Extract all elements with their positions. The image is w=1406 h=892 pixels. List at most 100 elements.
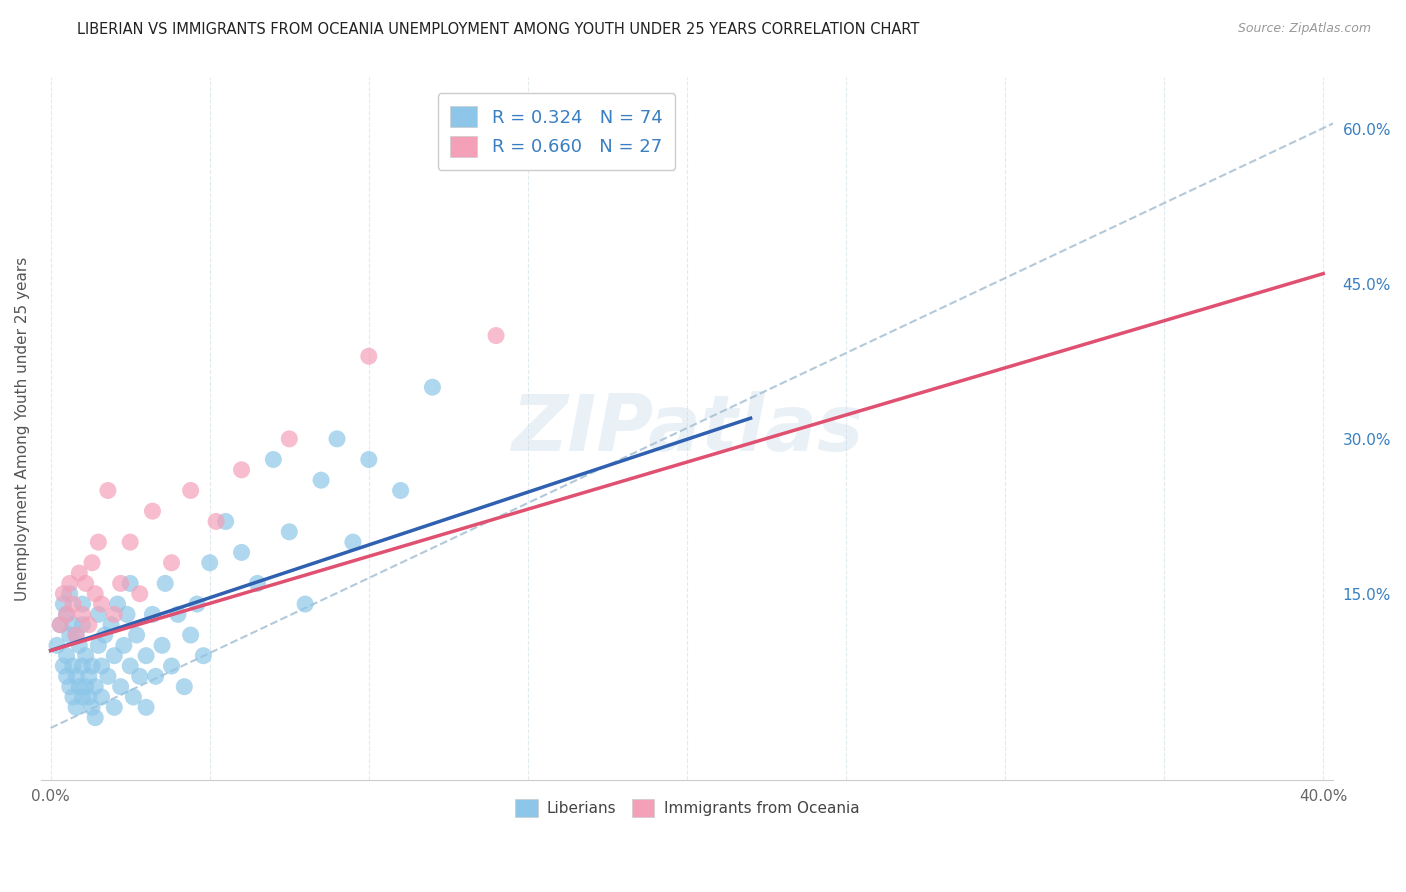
Point — [122, 690, 145, 704]
Point — [103, 607, 125, 622]
Point — [84, 680, 107, 694]
Point — [115, 607, 138, 622]
Point — [246, 576, 269, 591]
Point — [145, 669, 167, 683]
Point — [103, 648, 125, 663]
Point — [65, 669, 87, 683]
Point — [80, 556, 103, 570]
Point — [128, 669, 150, 683]
Point — [87, 639, 110, 653]
Point — [75, 680, 97, 694]
Point — [62, 617, 84, 632]
Point — [90, 597, 112, 611]
Y-axis label: Unemployment Among Youth under 25 years: Unemployment Among Youth under 25 years — [15, 256, 30, 600]
Point — [93, 628, 115, 642]
Point — [278, 524, 301, 539]
Point — [80, 659, 103, 673]
Point — [52, 587, 75, 601]
Point — [110, 680, 132, 694]
Point — [262, 452, 284, 467]
Point — [55, 648, 77, 663]
Point — [77, 669, 100, 683]
Text: Source: ZipAtlas.com: Source: ZipAtlas.com — [1237, 22, 1371, 36]
Text: LIBERIAN VS IMMIGRANTS FROM OCEANIA UNEMPLOYMENT AMONG YOUTH UNDER 25 YEARS CORR: LIBERIAN VS IMMIGRANTS FROM OCEANIA UNEM… — [77, 22, 920, 37]
Point — [516, 143, 538, 157]
Point — [52, 597, 75, 611]
Point — [46, 639, 69, 653]
Point — [180, 628, 202, 642]
Point — [160, 659, 183, 673]
Point — [294, 597, 316, 611]
Point — [72, 597, 94, 611]
Point — [72, 607, 94, 622]
Point — [125, 628, 148, 642]
Point — [198, 556, 221, 570]
Point — [278, 432, 301, 446]
Point — [65, 700, 87, 714]
Point — [59, 680, 82, 694]
Point — [342, 535, 364, 549]
Point — [141, 607, 163, 622]
Point — [135, 648, 157, 663]
Point — [357, 452, 380, 467]
Point — [67, 680, 90, 694]
Point — [135, 700, 157, 714]
Point — [49, 617, 72, 632]
Point — [167, 607, 190, 622]
Point — [80, 700, 103, 714]
Point — [97, 483, 120, 498]
Point — [357, 349, 380, 363]
Text: ZIPatlas: ZIPatlas — [510, 391, 863, 467]
Point — [107, 597, 129, 611]
Point — [112, 639, 135, 653]
Legend: Liberians, Immigrants from Oceania: Liberians, Immigrants from Oceania — [508, 792, 868, 824]
Point — [72, 690, 94, 704]
Point — [52, 659, 75, 673]
Point — [67, 566, 90, 580]
Point — [75, 648, 97, 663]
Point — [55, 607, 77, 622]
Point — [87, 607, 110, 622]
Point — [193, 648, 215, 663]
Point — [110, 576, 132, 591]
Point — [214, 515, 236, 529]
Point — [49, 617, 72, 632]
Point — [55, 607, 77, 622]
Point — [120, 535, 142, 549]
Point — [485, 328, 508, 343]
Point — [231, 463, 253, 477]
Point — [97, 669, 120, 683]
Point — [103, 700, 125, 714]
Point — [62, 659, 84, 673]
Point — [84, 587, 107, 601]
Point — [120, 659, 142, 673]
Point — [72, 659, 94, 673]
Point — [153, 576, 176, 591]
Point — [90, 659, 112, 673]
Point — [75, 576, 97, 591]
Point — [326, 432, 349, 446]
Point — [62, 690, 84, 704]
Point — [173, 680, 195, 694]
Point — [67, 639, 90, 653]
Point — [150, 639, 173, 653]
Point — [231, 545, 253, 559]
Point — [59, 628, 82, 642]
Point — [180, 483, 202, 498]
Point — [128, 587, 150, 601]
Point — [84, 711, 107, 725]
Point — [90, 690, 112, 704]
Point — [160, 556, 183, 570]
Point — [389, 483, 412, 498]
Point — [120, 576, 142, 591]
Point — [77, 690, 100, 704]
Point — [72, 617, 94, 632]
Point — [422, 380, 444, 394]
Point — [87, 535, 110, 549]
Point — [55, 669, 77, 683]
Point — [141, 504, 163, 518]
Point — [59, 576, 82, 591]
Point — [62, 597, 84, 611]
Point — [205, 515, 228, 529]
Point — [59, 587, 82, 601]
